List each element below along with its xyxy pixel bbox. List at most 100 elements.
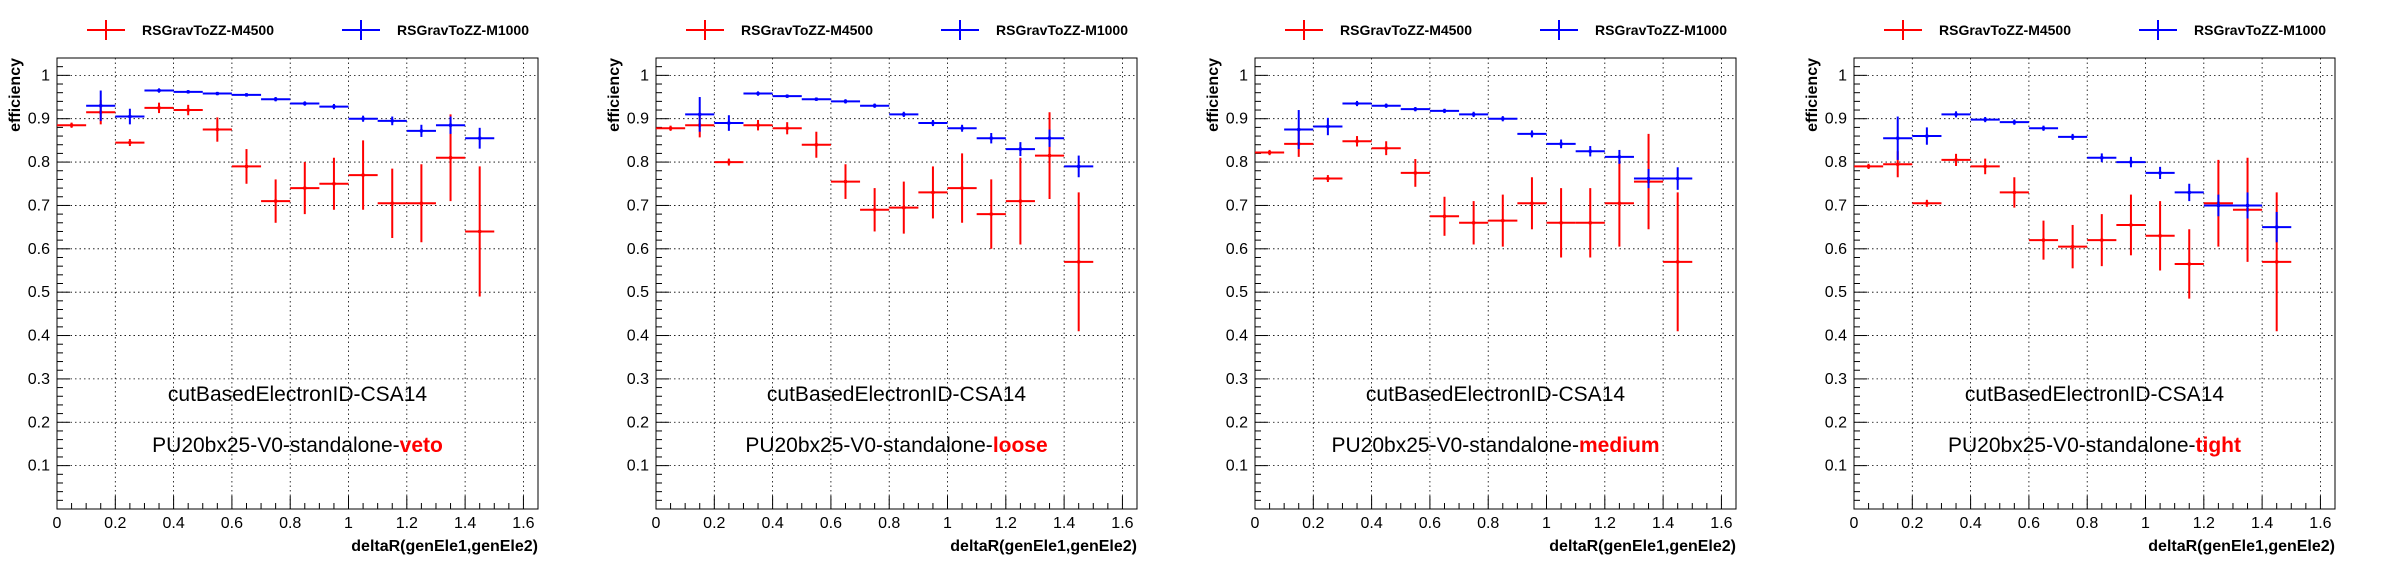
y-tick-label: 1	[1239, 67, 1248, 84]
point-marker	[128, 141, 132, 145]
point-marker	[989, 212, 993, 216]
x-tick-label: 1.2	[1594, 515, 1616, 532]
grid	[57, 58, 538, 509]
data-point	[860, 188, 890, 232]
point-marker	[785, 126, 789, 130]
y-axis-title: efficiency	[1804, 58, 1821, 132]
x-tick-label: 1	[344, 515, 353, 532]
x-axis-title: deltaR(genEle1,genEle2)	[1549, 538, 1736, 555]
y-tick-label: 0.4	[1825, 328, 1847, 345]
data-point	[889, 111, 919, 117]
data-point	[57, 122, 87, 128]
y-tick-label: 0.8	[627, 154, 649, 171]
y-tick-label: 0.9	[1226, 111, 1248, 128]
data-point	[1941, 111, 1971, 118]
y-tick-label: 0.8	[28, 154, 50, 171]
legend-label: RSGravToZZ-M1000	[996, 22, 1128, 38]
data-point	[1400, 159, 1430, 187]
point-marker	[2275, 260, 2279, 264]
x-tick-label: 1.6	[512, 515, 534, 532]
annotation-working-point: medium	[1579, 434, 1660, 457]
data-point	[173, 90, 203, 94]
data-point	[231, 149, 262, 184]
x-tick-label: 0.4	[162, 515, 184, 532]
data-point	[772, 122, 802, 135]
point-marker	[1925, 134, 1929, 138]
data-point	[1883, 116, 1913, 160]
data-point	[406, 164, 436, 243]
x-tick-label: 1.6	[2309, 515, 2331, 532]
point-marker	[2246, 203, 2250, 207]
point-marker	[2100, 156, 2104, 160]
point-marker	[2071, 245, 2075, 249]
legend-label: RSGravToZZ-M4500	[1340, 22, 1472, 38]
data-point	[261, 97, 291, 102]
y-tick-label: 1	[41, 67, 50, 84]
point-marker	[1647, 177, 1651, 181]
data-point	[319, 103, 349, 110]
point-marker	[1297, 128, 1301, 132]
data-point	[2087, 153, 2117, 163]
point-marker	[2158, 171, 2162, 175]
point-marker	[157, 106, 161, 110]
data-point	[743, 120, 773, 131]
axis-ticks	[1853, 66, 2321, 509]
point-marker	[2129, 160, 2133, 164]
series-RSGravToZZ-M4500	[656, 112, 1094, 332]
point-marker	[1077, 164, 1081, 168]
point-marker	[1442, 109, 1446, 113]
legend-label: RSGravToZZ-M1000	[397, 22, 529, 38]
series-RSGravToZZ-M4500	[1854, 151, 2292, 332]
point-marker	[669, 126, 673, 130]
data-point	[435, 116, 466, 134]
y-axis-title: efficiency	[7, 58, 24, 132]
legend-label: RSGravToZZ-M4500	[1939, 22, 2071, 38]
y-tick-label: 0.6	[1226, 241, 1248, 258]
point-marker	[303, 102, 307, 106]
annotation-working-point: tight	[2196, 434, 2241, 457]
point-marker	[756, 92, 760, 96]
point-marker	[244, 93, 248, 97]
annotation-id: cutBasedElectronID-CSA14	[168, 383, 427, 406]
x-tick-label: 1	[943, 515, 952, 532]
x-tick-label: 1.2	[2193, 515, 2215, 532]
point-marker	[1326, 125, 1330, 129]
data-point	[976, 179, 1006, 249]
point-marker	[1472, 221, 1476, 225]
data-point	[947, 153, 977, 223]
legend: RSGravToZZ-M4500 RSGravToZZ-M1000	[1285, 20, 1727, 40]
data-point	[1255, 149, 1285, 156]
data-point	[144, 88, 174, 93]
data-point	[2116, 156, 2146, 168]
y-tick-label: 0.6	[1825, 241, 1847, 258]
annotation-id: cutBasedElectronID-CSA14	[1366, 383, 1625, 406]
data-point	[2058, 224, 2088, 269]
point-marker	[873, 104, 877, 108]
point-marker	[1588, 149, 1592, 153]
data-point	[656, 125, 686, 131]
point-marker	[1676, 177, 1680, 181]
data-point	[1034, 112, 1065, 199]
x-axis-title: deltaR(genEle1,genEle2)	[2148, 538, 2335, 555]
plot-frame	[1853, 57, 2336, 510]
data-point	[1459, 201, 1489, 245]
chart-svg: 0 0.2 0.4 0.6 0.8 1 1.2 1.4 1.6 0.1 0.2 0.3 0.4 0.5 0.…	[7, 20, 539, 555]
x-tick-label: 0.2	[1901, 515, 1923, 532]
legend-label: RSGravToZZ-M1000	[1595, 22, 1727, 38]
point-marker	[2216, 203, 2220, 207]
point-marker	[303, 186, 307, 190]
point-marker	[1413, 107, 1417, 111]
x-tick-label: 0.4	[1959, 515, 1981, 532]
data-point	[2145, 201, 2175, 271]
point-marker	[2041, 238, 2045, 242]
point-marker	[390, 201, 394, 205]
y-tick-label: 0.6	[627, 241, 649, 258]
point-marker	[1983, 118, 1987, 122]
x-tick-label: 0	[652, 515, 661, 532]
point-marker	[2129, 223, 2133, 227]
y-tick-label: 0.7	[1226, 197, 1248, 214]
point-marker	[698, 112, 702, 116]
point-marker	[361, 173, 365, 177]
data-point	[801, 97, 831, 101]
